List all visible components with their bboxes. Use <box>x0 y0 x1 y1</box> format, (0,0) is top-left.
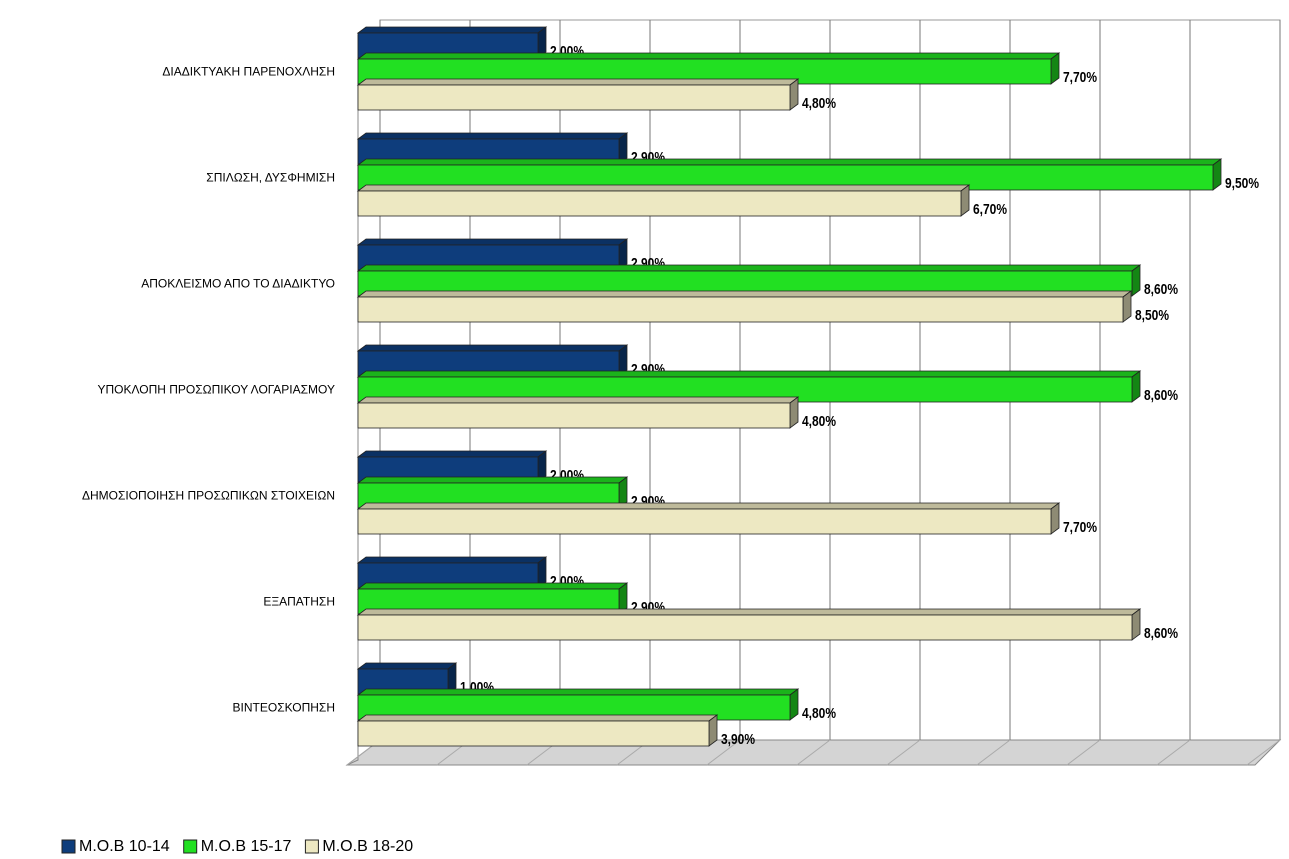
value-label: 7,70% <box>1063 519 1097 536</box>
legend-swatch <box>304 839 319 854</box>
bar-group <box>356 608 1142 641</box>
floor-grid-line <box>886 739 921 766</box>
bar-group <box>356 396 800 429</box>
bar <box>357 296 1124 323</box>
legend-swatch <box>183 839 198 854</box>
bar-top <box>356 344 629 352</box>
bar-side <box>708 714 718 747</box>
legend-label: Μ.Ο.Β 10-14 <box>79 838 170 854</box>
y-tick-label: ΕΞΑΠΑΤΗΣΗ <box>263 595 335 609</box>
bar-top <box>356 714 719 722</box>
value-label: 6,70% <box>973 201 1007 218</box>
y-tick-label: ΣΠΙΛΩΣΗ, ΔΥΣΦΗΜΙΣΗ <box>206 171 335 185</box>
y-tick-label: ΥΠΟΚΛΟΠΗ ΠΡΟΣΩΠΙΚΟΥ ΛΟΓΑΡΙΑΣΜΟΥ <box>97 383 335 397</box>
bar-side <box>1131 370 1141 403</box>
y-tick-label: ΒΙΝΤΕΟΣΚΟΠΗΣΗ <box>233 701 335 715</box>
bar-top <box>356 370 1142 378</box>
left-wall <box>346 35 359 766</box>
legend-swatch <box>61 839 76 854</box>
value-label: 7,70% <box>1063 69 1097 86</box>
bar-group <box>356 688 800 721</box>
bar-top <box>356 132 629 140</box>
value-label: 4,80% <box>802 95 836 112</box>
bar-side <box>1131 608 1141 641</box>
bar-top <box>356 476 629 484</box>
bar <box>357 508 1052 535</box>
bar-top <box>356 184 971 192</box>
value-label: 3,90% <box>721 731 755 748</box>
bar <box>357 402 791 429</box>
bar-group <box>356 714 719 747</box>
bar-group <box>356 78 800 111</box>
bar-side <box>1122 290 1132 323</box>
bar-top <box>356 662 458 670</box>
bar-top <box>356 608 1142 616</box>
value-label: 8,60% <box>1144 387 1178 404</box>
bar <box>357 190 962 217</box>
value-label: 8,60% <box>1144 625 1178 642</box>
value-label: 4,80% <box>802 705 836 722</box>
bar <box>357 84 791 111</box>
bar-top <box>356 52 1061 60</box>
bar <box>357 720 710 747</box>
floor-grid-line <box>1156 739 1191 766</box>
bar-side <box>789 396 799 429</box>
bar-top <box>356 78 800 86</box>
floor-grid-line <box>706 739 741 766</box>
floor-grid-line <box>976 739 1011 766</box>
bar-top <box>356 158 1223 166</box>
bar-top <box>356 450 548 458</box>
y-tick-label: ΔΗΜΟΣΙΟΠΟΙΗΣΗ ΠΡΟΣΩΠΙΚΩΝ ΣΤΟΙΧΕΙΩΝ <box>82 489 335 503</box>
legend-label: Μ.Ο.Β 18-20 <box>322 838 413 854</box>
y-tick-label: ΔΙΑΔΙΚΤΥΑΚΗ ΠΑΡΕΝΟΧΛΗΣΗ <box>162 65 335 79</box>
floor-grid-line <box>1246 739 1281 766</box>
bar-side <box>1131 264 1141 297</box>
bar-side <box>960 184 970 217</box>
bar-top <box>356 556 548 564</box>
value-label: 8,50% <box>1135 307 1169 324</box>
bar-side <box>1050 52 1060 85</box>
y-tick-label: ΑΠΟΚΛΕΙΣΜΟ ΑΠΟ ΤΟ ΔΙΑΔΙΚΤΥΟ <box>141 277 335 291</box>
floor-grid-line <box>796 739 831 766</box>
bar-group <box>356 290 1133 323</box>
bar-side <box>1212 158 1222 191</box>
value-label: 8,60% <box>1144 281 1178 298</box>
legend-label: Μ.Ο.Β 15-17 <box>201 838 292 854</box>
bar-top <box>356 264 1142 272</box>
bar-top <box>356 26 548 34</box>
bar <box>357 614 1133 641</box>
bar-group <box>356 502 1061 535</box>
bar-side <box>789 78 799 111</box>
bar-group <box>356 184 971 217</box>
value-label: 4,80% <box>802 413 836 430</box>
bar-top <box>356 502 1061 510</box>
floor-grid-line <box>1066 739 1101 766</box>
bar-top <box>356 688 800 696</box>
bar-top <box>356 238 629 246</box>
value-label: 9,50% <box>1225 175 1259 192</box>
bar-top <box>356 396 800 404</box>
bar-top <box>356 582 629 590</box>
bar-top <box>356 290 1133 298</box>
bar-side <box>1050 502 1060 535</box>
bar-side <box>789 688 799 721</box>
